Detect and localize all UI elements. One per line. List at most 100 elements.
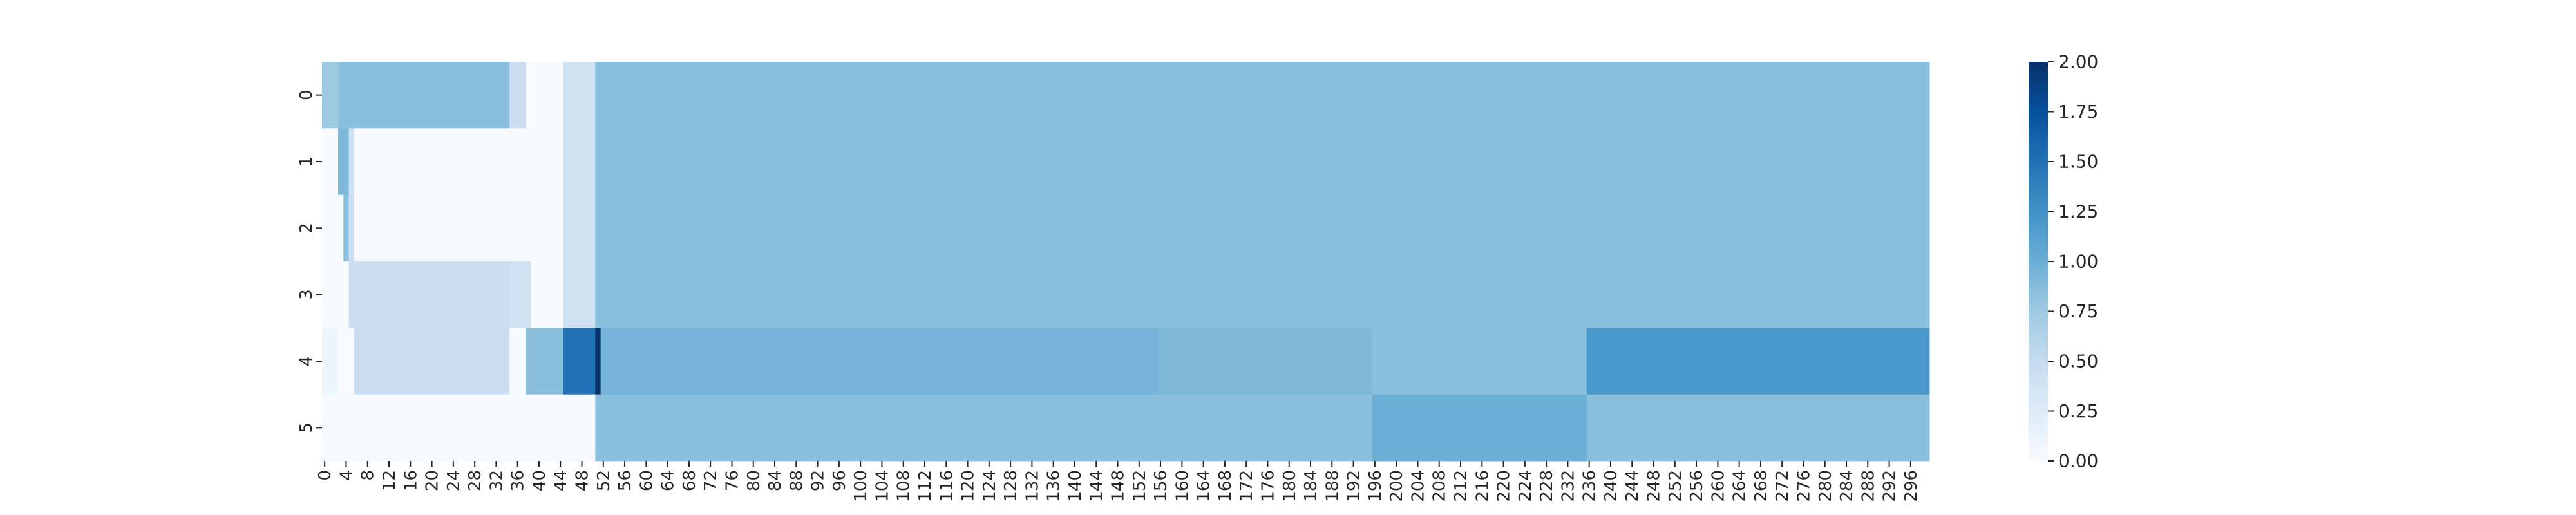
heatmap-cell-row-3-3	[531, 261, 564, 328]
x-axis-ticks: 0 4 8 12 16 20 24 28 32 36 40 44 48 52 56 60 64 68 72 76 80 8…	[316, 461, 1921, 502]
x-tick-label: 160	[1173, 470, 1192, 502]
heatmap-cell-row-3-5	[595, 261, 1930, 328]
heatmap-cell-row-2-3	[354, 194, 564, 262]
x-tick-label: 180	[1280, 470, 1300, 502]
x-tick-label: 124	[980, 470, 999, 502]
heatmap-cell-row-0-5	[595, 62, 1930, 129]
x-tick-label: 268	[1752, 470, 1771, 502]
colorbar-tick-label: 0.50	[2058, 351, 2098, 372]
x-tick-label: 76	[723, 470, 742, 491]
x-tick-label: 272	[1773, 470, 1792, 502]
x-tick-label: 48	[573, 470, 592, 491]
x-tick-label: 12	[380, 470, 399, 491]
x-tick-label: 16	[401, 470, 421, 491]
x-tick-label: 236	[1580, 470, 1600, 502]
x-tick-label: 292	[1880, 470, 1900, 502]
x-tick-label: 280	[1816, 470, 1835, 502]
heatmap-cell-row-4-0	[322, 328, 339, 395]
x-tick-label: 64	[659, 470, 678, 491]
heatmap-cell-row-2-1	[343, 194, 349, 262]
heatmap-cell-row-2-2	[348, 194, 355, 262]
heatmap-cell-row-4-3	[509, 328, 526, 395]
x-tick-label: 172	[1237, 470, 1256, 502]
heatmap-cell-row-1-5	[595, 128, 1930, 196]
x-tick-label: 244	[1623, 470, 1642, 502]
x-tick-label: 152	[1130, 470, 1150, 502]
x-tick-label: 52	[594, 470, 614, 491]
heatmap-cells	[322, 62, 1930, 462]
colorbar-tick-label: 2.00	[2058, 52, 2098, 73]
heatmap-cell-row-1-1	[337, 128, 349, 196]
x-tick-label: 24	[444, 470, 464, 491]
x-tick-label: 188	[1323, 470, 1342, 502]
heatmap-cell-row-4-10	[1586, 328, 1930, 395]
colorbar-tick-label: 1.00	[2058, 251, 2098, 272]
y-tick-label: 0	[297, 89, 316, 100]
x-tick-label: 264	[1730, 470, 1750, 502]
x-tick-label: 140	[1066, 470, 1085, 502]
x-tick-label: 88	[787, 470, 806, 491]
x-tick-label: 56	[616, 470, 635, 491]
x-tick-label: 288	[1859, 470, 1878, 502]
x-tick-label: 116	[937, 470, 956, 502]
heatmap-cell-row-0-2	[509, 62, 526, 129]
y-tick-label: 3	[297, 289, 316, 300]
colorbar-tick-label: 1.25	[2058, 201, 2098, 222]
x-tick-label: 108	[895, 470, 914, 502]
x-tick-label: 20	[423, 470, 442, 491]
x-tick-label: 164	[1195, 470, 1214, 502]
x-tick-label: 156	[1151, 470, 1171, 502]
x-tick-label: 8	[359, 470, 378, 481]
heatmap-cell-row-0-3	[526, 62, 564, 129]
x-tick-label: 232	[1558, 470, 1578, 502]
x-tick-label: 216	[1473, 470, 1492, 502]
x-tick-label: 80	[744, 470, 764, 491]
colorbar-tick-label: 0.25	[2058, 400, 2098, 422]
x-tick-label: 248	[1645, 470, 1664, 502]
x-tick-label: 284	[1837, 470, 1857, 502]
heatmap-cell-row-4-4	[526, 328, 564, 395]
x-tick-label: 224	[1516, 470, 1535, 502]
x-tick-label: 44	[551, 470, 571, 491]
x-tick-label: 96	[830, 470, 849, 491]
x-tick-label: 204	[1408, 470, 1428, 502]
x-tick-label: 128	[1001, 470, 1021, 502]
heatmap-cell-row-4-2	[354, 328, 510, 395]
heatmap-cell-row-2-4	[563, 194, 596, 262]
x-tick-label: 68	[680, 470, 699, 491]
heatmap-cell-row-4-5	[563, 328, 596, 395]
heatmap-cell-row-2-0	[322, 194, 344, 262]
heatmap-cell-row-1-2	[348, 128, 355, 196]
heatmap-cell-row-4-6	[595, 328, 601, 395]
x-tick-label: 192	[1345, 470, 1364, 502]
x-tick-label: 256	[1687, 470, 1707, 502]
x-tick-label: 104	[873, 470, 892, 502]
heatmap-cell-row-0-1	[337, 62, 510, 129]
x-tick-label: 120	[959, 470, 978, 502]
y-tick-label: 4	[297, 356, 316, 367]
x-tick-label: 60	[637, 470, 656, 491]
heatmap-cell-row-3-1	[348, 261, 510, 328]
colorbar-ticks: 0.00 0.25 0.50 0.75 1.00 1.25 1.50 1.75 2.00	[2048, 52, 2098, 472]
x-tick-label: 0	[316, 470, 335, 481]
x-tick-label: 252	[1666, 470, 1685, 502]
x-tick-label: 212	[1452, 470, 1471, 502]
y-axis-ticks: 0 1 2 3 4 5	[297, 89, 322, 433]
x-tick-label: 228	[1537, 470, 1557, 502]
x-tick-label: 32	[487, 470, 506, 491]
heatmap-cell-row-1-4	[563, 128, 596, 196]
heatmap-cell-row-4-9	[1372, 328, 1587, 395]
x-tick-label: 92	[809, 470, 828, 491]
x-tick-label: 200	[1387, 470, 1406, 502]
heatmap-cell-row-4-8	[1157, 328, 1373, 395]
y-tick-label: 5	[297, 422, 316, 433]
x-tick-label: 28	[466, 470, 485, 491]
x-tick-label: 72	[701, 470, 721, 491]
heatmap-cell-row-5-1	[595, 394, 1373, 462]
heatmap-cell-row-3-4	[563, 261, 596, 328]
heatmap-cell-row-3-0	[322, 261, 349, 328]
colorbar-tick-label: 1.75	[2058, 101, 2098, 122]
heatmap-cell-row-2-5	[595, 194, 1930, 262]
x-tick-label: 196	[1366, 470, 1385, 502]
